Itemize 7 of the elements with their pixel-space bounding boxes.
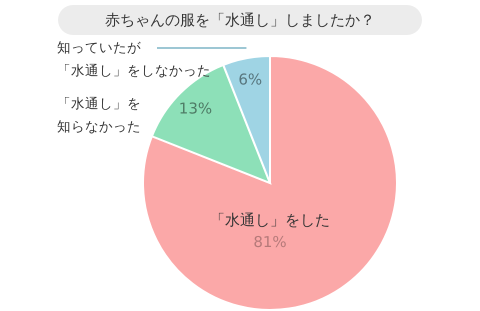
chart-title: 赤ちゃんの服を「水通し」しましたか？	[105, 11, 375, 29]
slice-label: 知っていたが「水通し」をしなかった	[57, 40, 211, 79]
slice-label: 「水通し」を知らなかった	[57, 96, 141, 135]
data-label: 13%	[178, 99, 212, 118]
slice-label: 「水通し」をした	[210, 211, 330, 229]
data-label: 6%	[238, 70, 262, 88]
data-label: 81%	[253, 233, 287, 251]
